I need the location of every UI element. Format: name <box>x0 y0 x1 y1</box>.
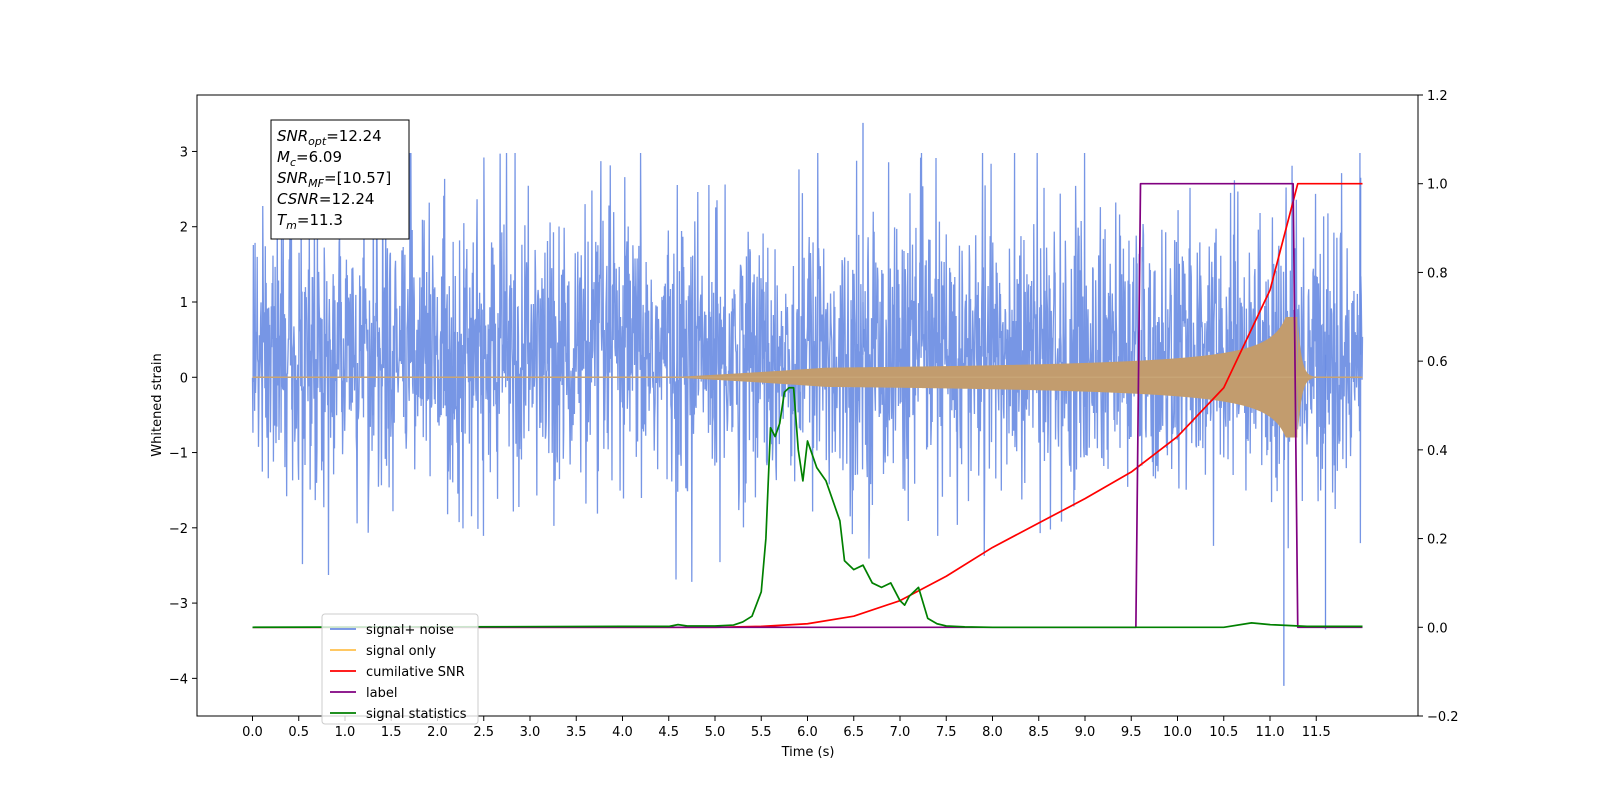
x-tick-label: 4.5 <box>658 725 679 740</box>
y-right-tick-label: 0.2 <box>1427 533 1448 548</box>
y-left-tick-label: −1 <box>169 447 188 462</box>
y-right-tick-label: 0.0 <box>1427 621 1448 636</box>
x-tick-label: 1.0 <box>335 725 356 740</box>
annotation-line: Tm=11.3 <box>277 211 343 232</box>
annotation-line: Mc=6.09 <box>277 148 342 169</box>
x-tick-label: 6.0 <box>797 725 818 740</box>
legend-entry: cumilative SNR <box>366 665 465 680</box>
x-tick-label: 8.0 <box>982 725 1003 740</box>
x-tick-label: 4.0 <box>612 725 633 740</box>
series-signal-statistics <box>252 386 1363 629</box>
y-left-tick-label: 0 <box>180 371 188 386</box>
y-right-tick-label: 1.2 <box>1427 89 1448 104</box>
y-left-tick-label: −4 <box>169 672 188 687</box>
series-signal-noise <box>251 152 1364 582</box>
x-tick-label: 7.5 <box>936 725 957 740</box>
y-axis-right: 1.2 1.0 0.8 0.6 0.4 0.2 0.0 −0.2 <box>1418 89 1459 725</box>
x-tick-label: 7.0 <box>890 725 911 740</box>
y-left-tick-label: −3 <box>169 597 188 612</box>
x-tick-label: 8.5 <box>1028 725 1049 740</box>
y-left-tick-label: 3 <box>180 145 188 160</box>
legend-entry: signal+ noise <box>366 623 454 638</box>
legend-frame <box>321 613 479 725</box>
series-label <box>252 182 1363 629</box>
annotation-line: SNRopt=12.24 <box>277 127 382 148</box>
x-tick-label: 9.5 <box>1121 725 1142 740</box>
legend-entry: label <box>366 686 397 701</box>
x-tick-label: 5.0 <box>705 725 726 740</box>
x-tick-label: 11.5 <box>1302 725 1331 740</box>
y-left-tick-label: 1 <box>180 296 188 311</box>
x-tick-label: 3.0 <box>520 725 541 740</box>
y-right-tick-label: 0.4 <box>1427 444 1448 459</box>
legend-entry: signal only <box>366 644 436 659</box>
legend: signal+ noise signal only cumilative SNR la… <box>321 613 479 725</box>
x-tick-label: 2.0 <box>427 725 448 740</box>
annotation-line: CSNR=12.24 <box>277 190 374 208</box>
x-tick-label: 11.0 <box>1256 725 1285 740</box>
x-tick-label: 0.0 <box>242 725 263 740</box>
x-axis-label: Time (s) <box>781 745 835 760</box>
y-right-tick-label: 0.6 <box>1427 355 1448 370</box>
plot-content <box>251 122 1364 686</box>
series-cumilative-snr <box>252 182 1363 629</box>
y-right-tick-label: −0.2 <box>1427 710 1459 725</box>
x-tick-label: 3.5 <box>566 725 587 740</box>
y-right-tick-label: 1.0 <box>1427 178 1448 193</box>
annotation-frame <box>270 119 410 240</box>
x-tick-label: 10.5 <box>1209 725 1238 740</box>
x-tick-label: 1.5 <box>381 725 402 740</box>
x-tick-label: 10.0 <box>1163 725 1192 740</box>
stats-annotation-box: SNRopt=12.24Mc=6.09SNRMF=[10.57]CSNR=12.… <box>270 119 410 240</box>
y-right-tick-label: 0.8 <box>1427 266 1448 281</box>
y-axis-left: 3 2 1 0 −1 −2 −3 −4 <box>169 145 197 687</box>
legend-entry: signal statistics <box>366 707 467 722</box>
x-tick-label: 2.5 <box>473 725 494 740</box>
x-axis: 0.0 0.5 1.0 1.5 2.0 2.5 3.0 3.5 4.0 4.5 5.0 5.5 6.0 6… <box>242 716 1331 740</box>
y-left-tick-label: 2 <box>180 221 188 236</box>
x-tick-label: 6.5 <box>843 725 864 740</box>
x-tick-label: 5.5 <box>751 725 772 740</box>
annotation-line: SNRMF=[10.57] <box>277 169 391 190</box>
x-tick-label: 9.0 <box>1075 725 1096 740</box>
x-tick-label: 0.5 <box>288 725 309 740</box>
y-left-tick-label: −2 <box>169 522 188 537</box>
y-axis-left-label: Whitened strain <box>150 353 165 456</box>
